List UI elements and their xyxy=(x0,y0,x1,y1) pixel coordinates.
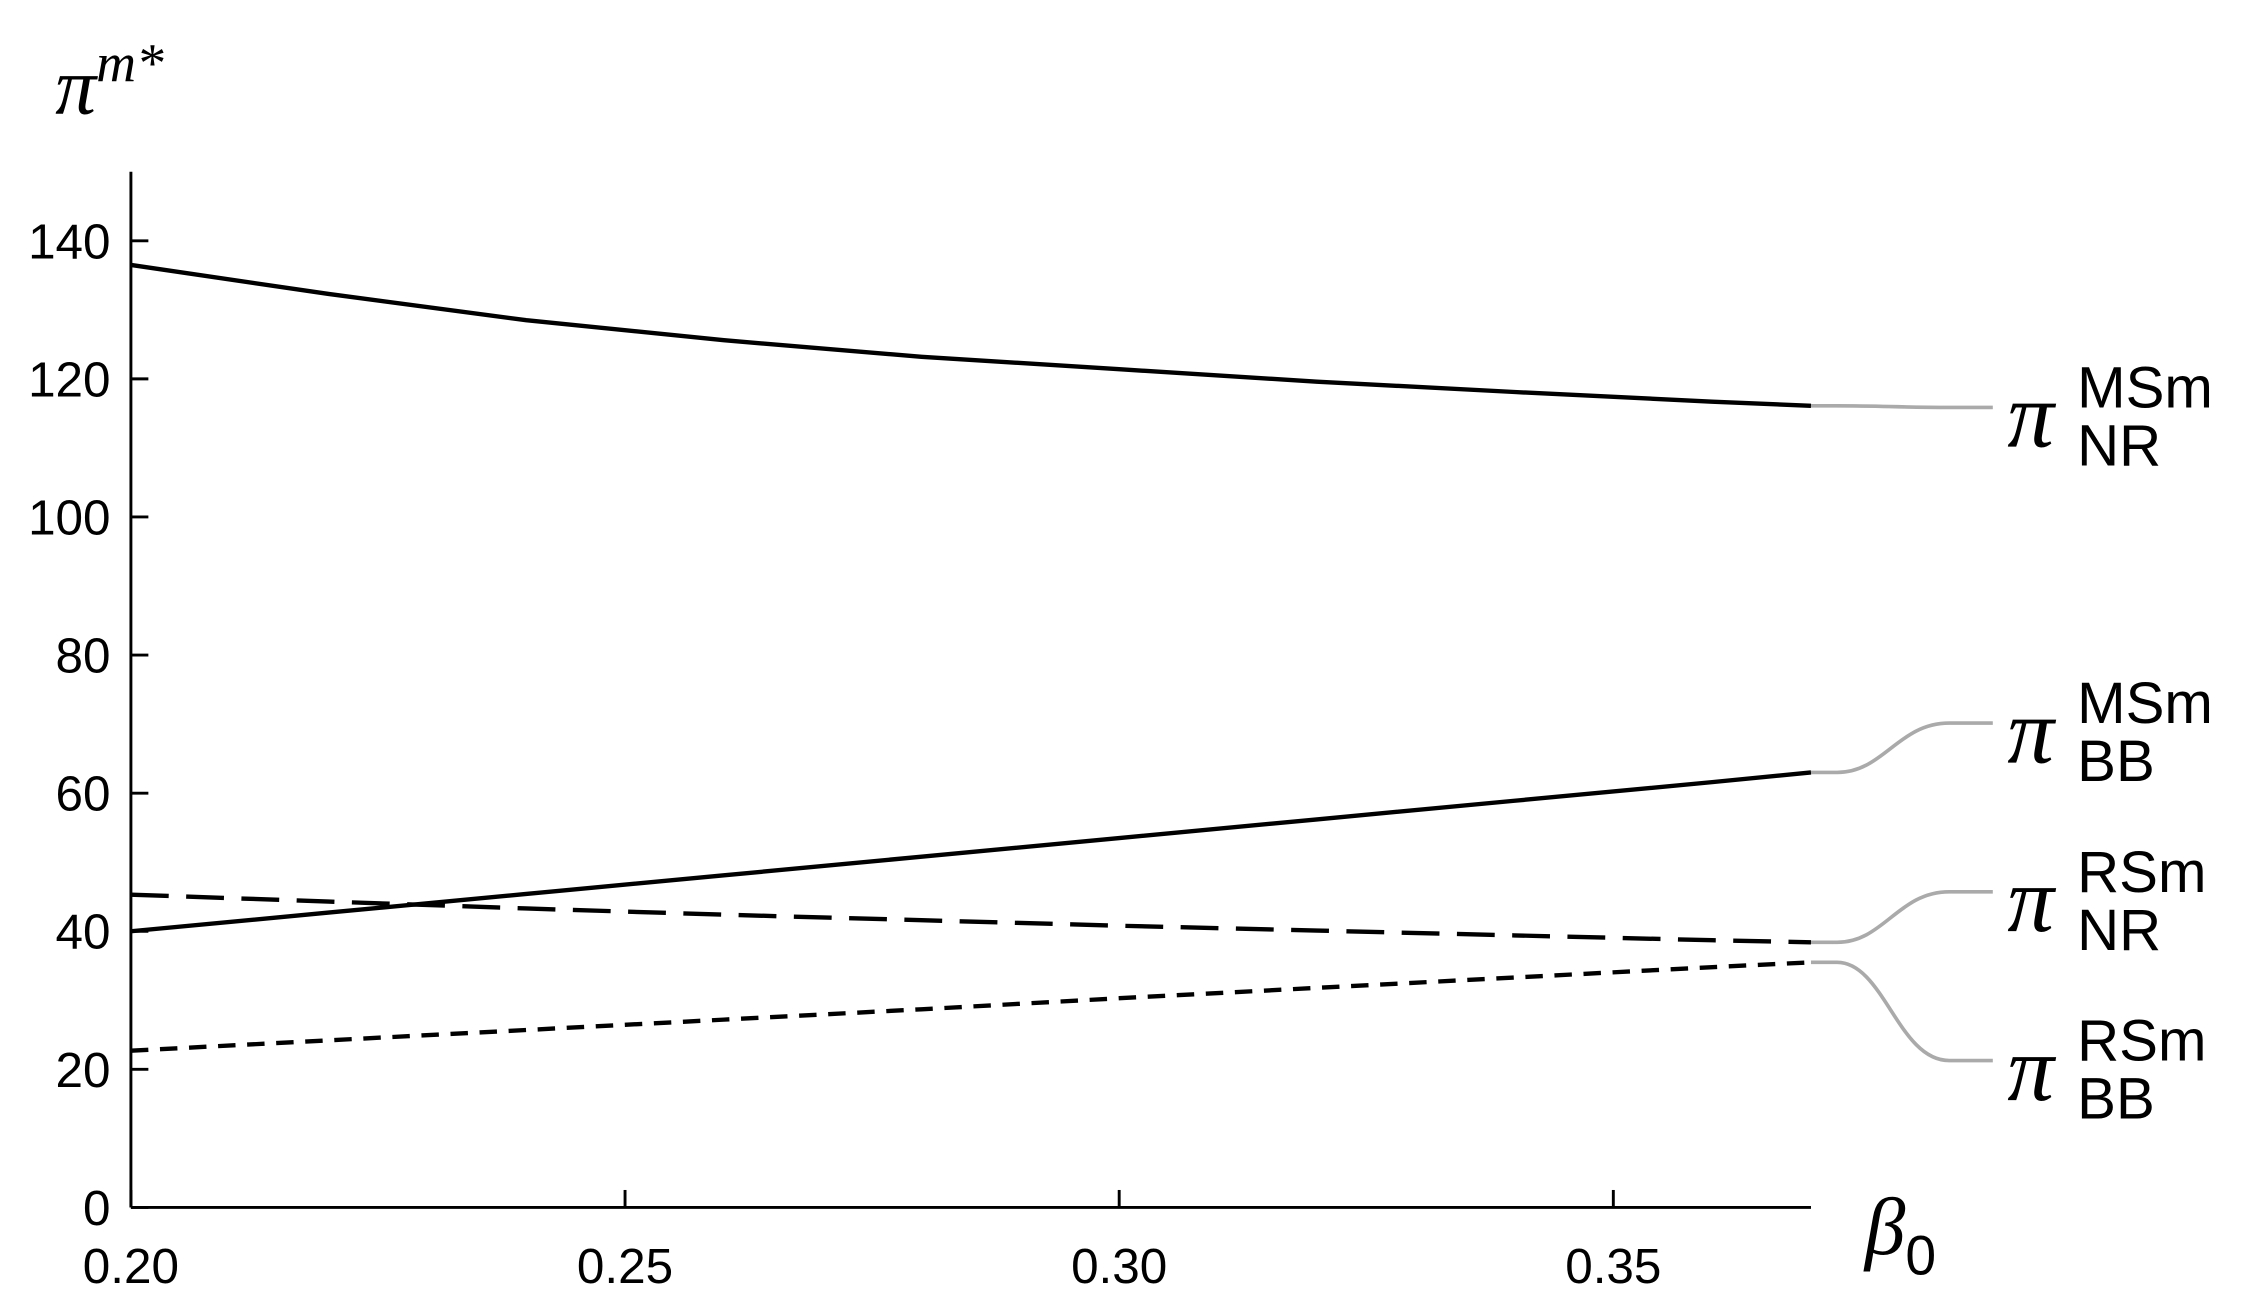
y-tick-label: 0 xyxy=(83,1181,111,1236)
callout-connector xyxy=(1810,889,1993,945)
series-label: π RSm NR xyxy=(2007,840,2206,963)
y-axis-label: πm* xyxy=(55,33,164,132)
y-tick-label: 40 xyxy=(56,905,111,960)
series-label: π MSm BB xyxy=(2007,671,2213,794)
series-label-sub: BB xyxy=(2077,1067,2155,1132)
y-tick-label: 20 xyxy=(56,1043,111,1098)
series-label-sup: RSm xyxy=(2077,1009,2206,1074)
series-label-sub: NR xyxy=(2077,414,2161,479)
series-label-sub: NR xyxy=(2077,898,2161,963)
series-line xyxy=(130,892,1812,945)
x-axis-label: β0 xyxy=(1863,1181,1936,1286)
series-label-base: π xyxy=(2007,680,2056,783)
x-label-sub: 0 xyxy=(1905,1224,1936,1286)
y-tick-label: 100 xyxy=(28,490,110,545)
y-tick-label: 140 xyxy=(28,214,110,269)
y-tick-label: 120 xyxy=(28,352,110,407)
series-line xyxy=(130,262,1812,408)
series-label-base: π xyxy=(2007,849,2056,952)
series-label-sub: BB xyxy=(2077,729,2155,794)
callout-connector xyxy=(1810,403,1993,410)
series-label-sup: MSm xyxy=(2077,355,2213,420)
callout-connector xyxy=(1810,960,1993,1063)
series-line xyxy=(130,770,1812,934)
y-label-base: π xyxy=(55,41,98,132)
x-tick-label: 0.35 xyxy=(1565,1239,1661,1294)
y-label-sup: m* xyxy=(96,33,164,94)
x-tick-label: 0.30 xyxy=(1071,1239,1167,1294)
series-label-sup: RSm xyxy=(2077,840,2206,905)
series-label: π RSm BB xyxy=(2007,1009,2206,1132)
y-tick-label: 60 xyxy=(56,767,111,822)
x-label-base: β xyxy=(1863,1181,1906,1272)
series-label: π MSm NR xyxy=(2007,355,2213,478)
callout-connector xyxy=(1810,721,1993,775)
y-tick-label: 80 xyxy=(56,629,111,684)
x-tick-label: 0.25 xyxy=(577,1239,673,1294)
series-label-base: π xyxy=(2007,1018,2056,1121)
x-tick-label: 0.20 xyxy=(83,1239,179,1294)
series-label-sup: MSm xyxy=(2077,671,2213,736)
series-line xyxy=(130,960,1812,1053)
series-label-base: π xyxy=(2007,365,2056,468)
